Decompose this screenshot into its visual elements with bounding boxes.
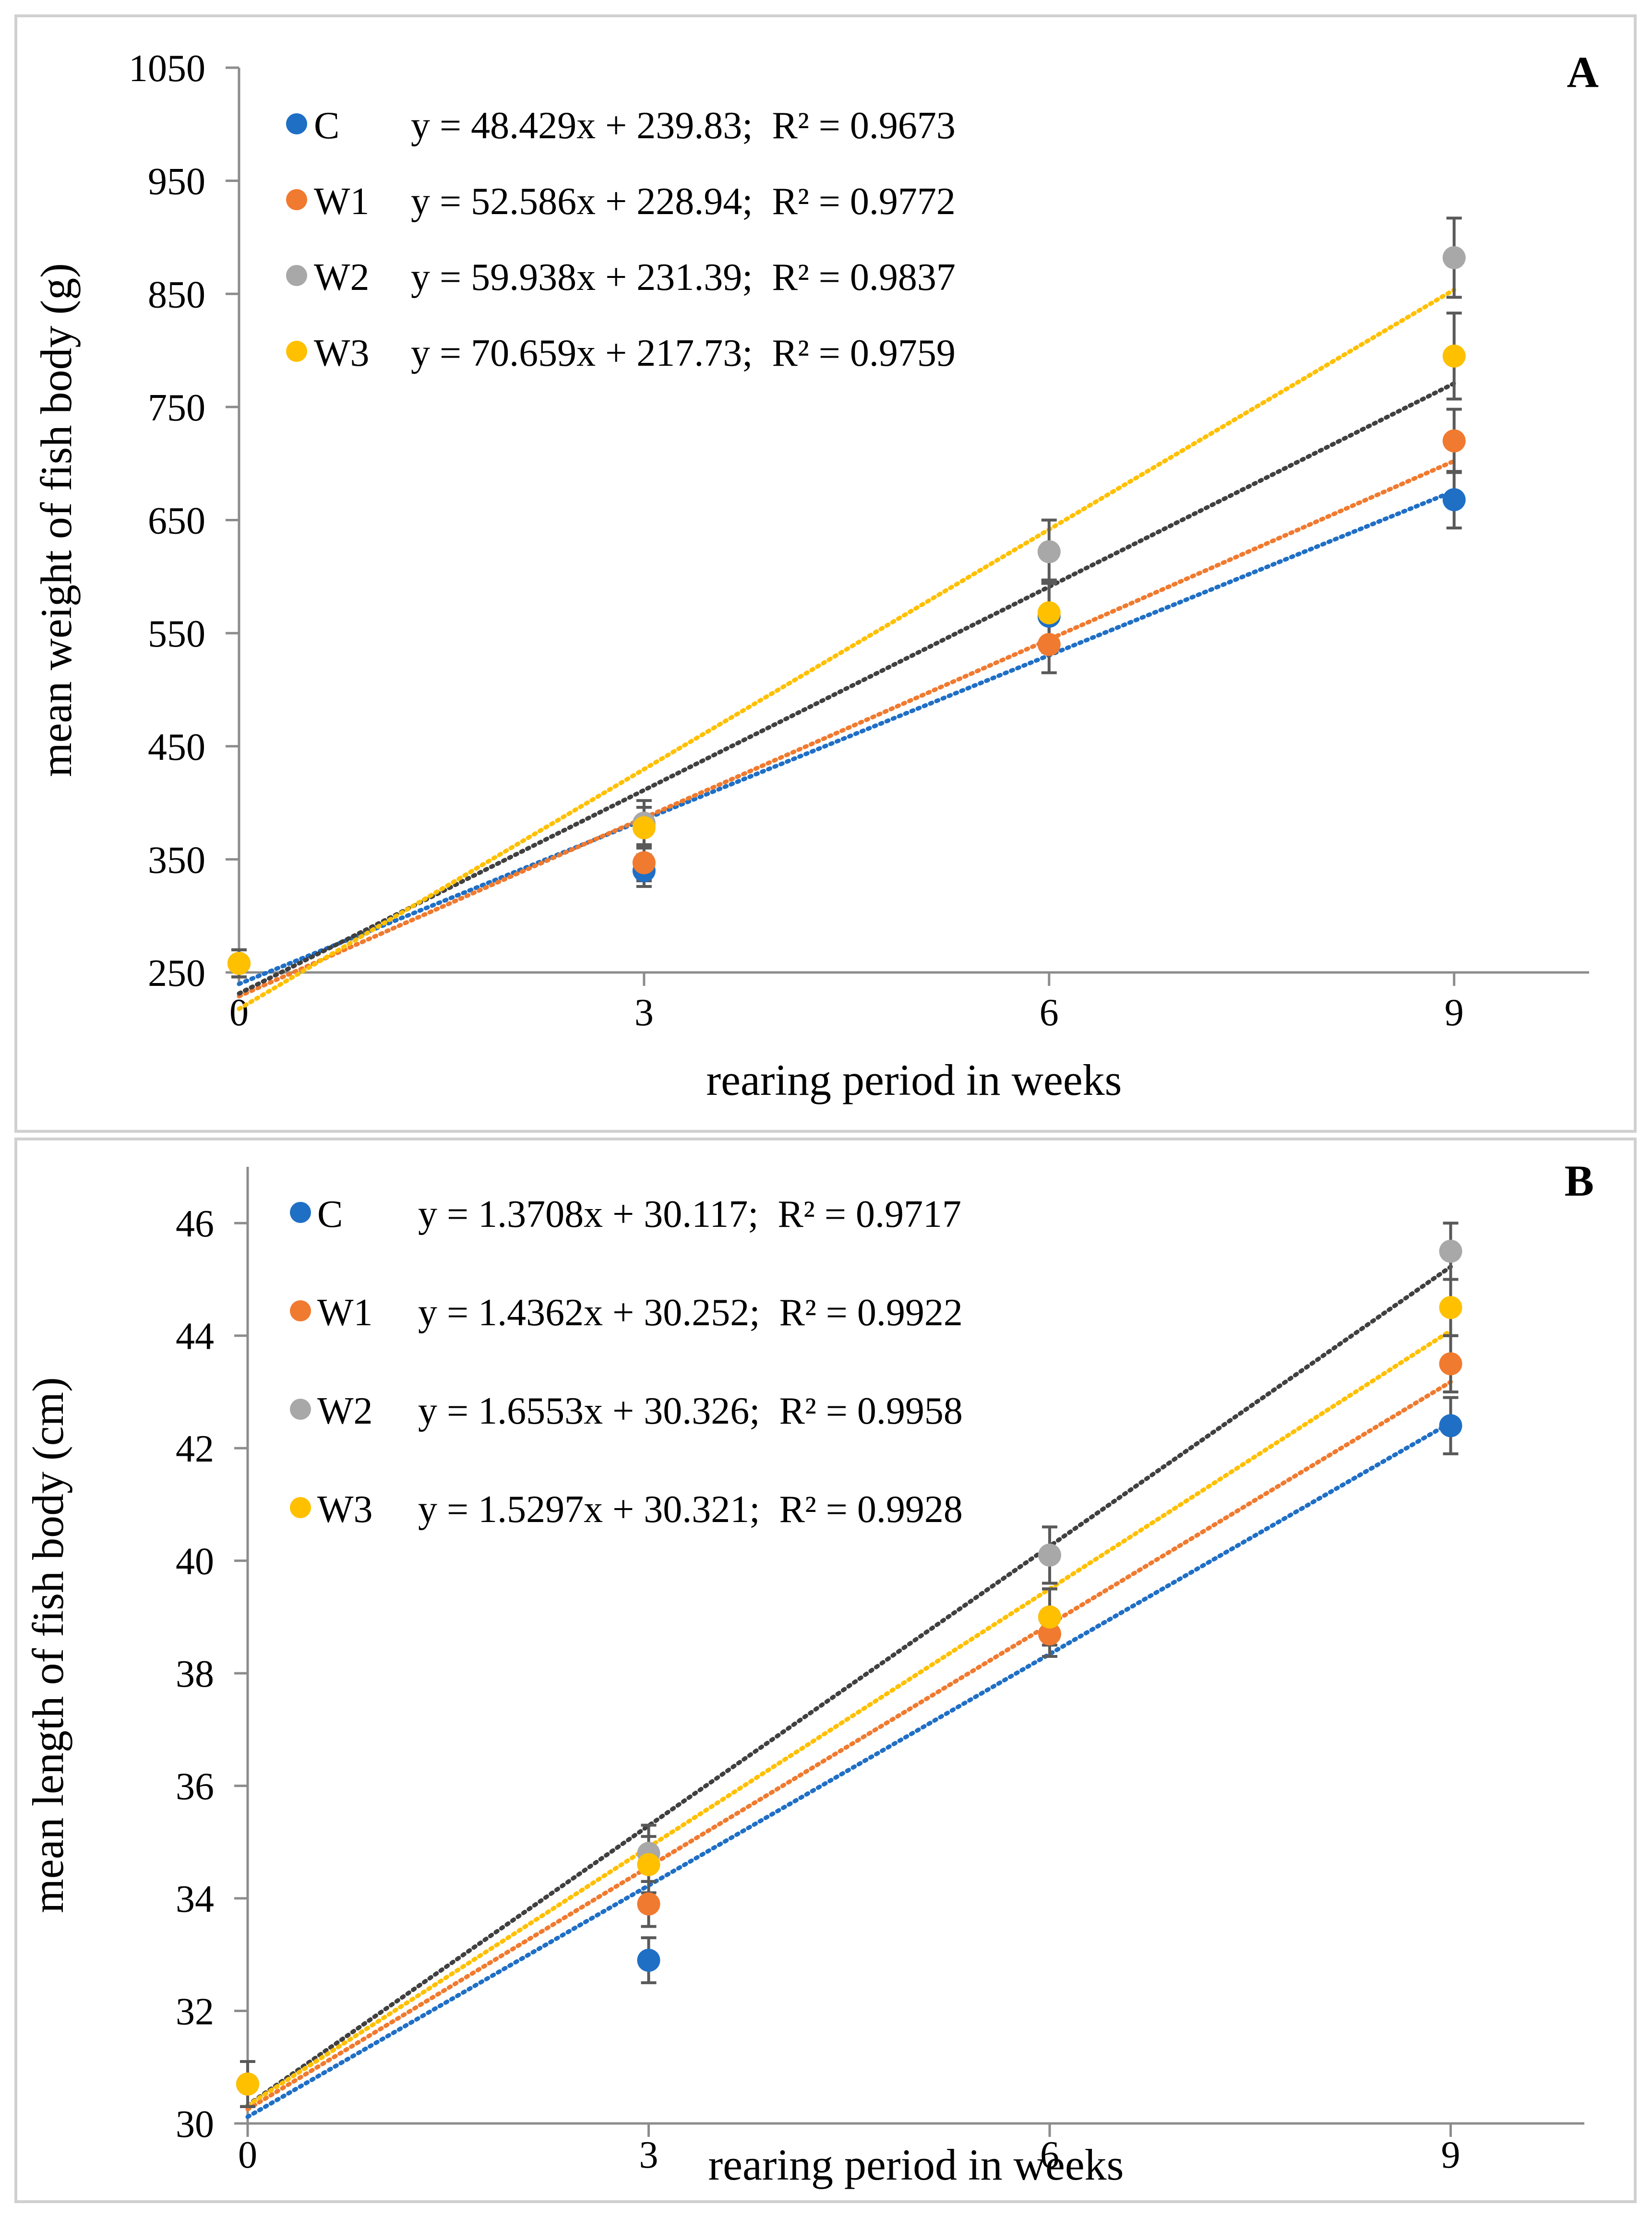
legend-marker-c	[290, 1202, 311, 1223]
x-tick-label: 0	[238, 2134, 257, 2176]
trendline-c	[245, 1420, 1453, 2119]
data-point-w3	[1442, 344, 1466, 368]
legend-label: W3	[317, 1488, 373, 1531]
data-point-w1	[1038, 1622, 1061, 1646]
x-tick-label: 0	[229, 992, 249, 1034]
data-point-c	[637, 1949, 660, 1972]
y-axis-label: mean length of fish body (cm)	[24, 1377, 72, 1913]
legend-marker-w1	[286, 189, 307, 210]
trendline-equation: y = 48.429x + 239.83; R² = 0.9673	[411, 105, 956, 147]
legend-marker-w2	[286, 265, 307, 286]
legend-label: W1	[317, 1292, 373, 1334]
x-tick-label: 3	[639, 2134, 658, 2176]
x-tick-label: 9	[1445, 992, 1464, 1034]
x-tick-label: 9	[1441, 2134, 1460, 2176]
y-tick-label: 850	[148, 274, 205, 316]
trendline-w1	[245, 1379, 1453, 2111]
data-point-w3	[1038, 1605, 1061, 1629]
legend-marker-w3	[286, 341, 307, 362]
data-point-w2	[1038, 1543, 1061, 1567]
panel-label: B	[1565, 1156, 1594, 1205]
trendline-w1	[237, 458, 1457, 999]
trendline-equation: y = 1.4362x + 30.252; R² = 0.9922	[418, 1292, 963, 1334]
trendline-equation: y = 52.586x + 228.94; R² = 0.9772	[411, 180, 956, 223]
data-point-w3	[1439, 1296, 1462, 1319]
trendline-equation: y = 59.938x + 231.39; R² = 0.9837	[411, 256, 956, 299]
y-tick-label: 30	[176, 2103, 214, 2146]
legend-label: W3	[314, 332, 370, 374]
chart-panel-a: 250 350 450 550 650 750 850 950 1050 0 3 6 9 rearing …	[14, 14, 1637, 1133]
y-tick-label: 550	[148, 613, 205, 655]
x-tick-label: 6	[1040, 2134, 1059, 2176]
data-point-w3	[227, 952, 251, 975]
y-tick-label: 950	[148, 161, 205, 203]
data-point-w3	[1037, 601, 1061, 624]
trendline-equation: y = 1.5297x + 30.321; R² = 0.9928	[418, 1488, 963, 1531]
data-point-w3	[637, 1853, 660, 1876]
data-point-w1	[632, 851, 656, 875]
x-axis-label: rearing period in weeks	[708, 2140, 1124, 2189]
y-tick-label: 750	[148, 387, 205, 429]
trendline-equation: y = 1.3708x + 30.117; R² = 0.9717	[418, 1193, 961, 1235]
y-tick-label: 34	[176, 1878, 214, 1920]
trendline-w2	[237, 381, 1457, 996]
data-point-c	[1439, 1414, 1462, 1438]
data-point-w3	[632, 816, 656, 839]
legend-label: C	[314, 105, 339, 147]
data-point-w1	[637, 1892, 660, 1916]
data-point-w3	[236, 2072, 259, 2096]
y-tick-label: 44	[176, 1316, 214, 1358]
y-tick-label: 42	[176, 1428, 214, 1470]
data-point-w2	[1442, 246, 1466, 269]
x-axis-label: rearing period in weeks	[706, 1055, 1122, 1104]
y-tick-label: 250	[148, 952, 205, 995]
trendline-equation: y = 1.6553x + 30.326; R² = 0.9958	[418, 1390, 963, 1432]
y-tick-label: 32	[176, 1991, 214, 2033]
data-point-c	[1442, 488, 1466, 512]
trendline-c	[237, 489, 1457, 986]
y-tick-label: 350	[148, 839, 205, 881]
legend-label: W1	[314, 180, 370, 223]
legend-marker-c	[286, 113, 307, 134]
y-tick-label: 1050	[129, 48, 205, 90]
data-point-w2	[1037, 540, 1061, 563]
legend-label: W2	[314, 256, 370, 299]
legend-label: W2	[317, 1390, 373, 1432]
chart-a-svg: 250 350 450 550 650 750 850 950 1050 0 3 6 9 rearing …	[32, 48, 1599, 1104]
y-axis-label: mean weight of fish body (g)	[32, 263, 81, 777]
legend-marker-w3	[290, 1497, 311, 1518]
y-tick-label: 46	[176, 1203, 214, 1245]
legend-marker-w1	[290, 1300, 311, 1321]
trendline-equation: y = 70.659x + 217.73; R² = 0.9759	[411, 332, 956, 374]
y-tick-label: 38	[176, 1653, 214, 1695]
y-tick-label: 650	[148, 500, 205, 542]
y-tick-label: 40	[176, 1541, 214, 1583]
data-point-w1	[1442, 429, 1466, 453]
data-point-w1	[1037, 633, 1061, 656]
chart-panel-b: 30 32 34 36 38 40 42 44 46 0 3 6 9 rearing period in …	[14, 1138, 1637, 2203]
x-tick-label: 6	[1040, 992, 1059, 1034]
trendline-w3	[237, 288, 1457, 1011]
data-point-w1	[1439, 1352, 1462, 1376]
trendline-w3	[245, 1328, 1453, 2108]
y-tick-label: 450	[148, 726, 205, 768]
trendline-w2	[245, 1264, 1453, 2108]
x-tick-label: 3	[634, 992, 654, 1034]
data-point-w2	[1439, 1239, 1462, 1263]
panel-label: A	[1567, 48, 1599, 96]
legend-marker-w2	[290, 1399, 311, 1420]
legend-label: C	[317, 1193, 343, 1235]
y-tick-label: 36	[176, 1766, 214, 1808]
